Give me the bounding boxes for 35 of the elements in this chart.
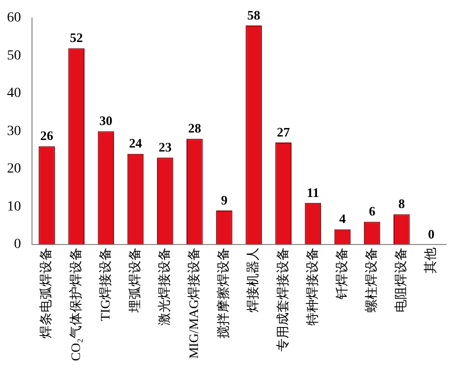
x-tick-label: 钎焊设备 [334,247,349,300]
x-tick-label: 专用成套焊接设备 [274,247,290,352]
y-tick-label: 30 [7,124,21,139]
x-tick-label: 埋弧焊设备 [126,247,142,314]
x-tick-label: MIG/MAG焊接设备 [186,247,202,359]
data-label: 27 [276,124,290,140]
data-label: 52 [70,30,83,46]
x-tick-label: 搅拌摩擦焊设备 [216,247,231,338]
x-tick-label: 激光焊接设备 [156,247,172,326]
x-tick-label: CO₂气体保护焊设备 [68,247,83,361]
data-label: 11 [306,184,320,200]
x-tick-label: TIG焊接设备 [97,247,112,322]
x-tick-label: 焊接机器人 [245,247,260,312]
x-tick-label: 其他 [422,247,438,274]
data-label: 26 [40,128,54,144]
data-label: 30 [99,113,112,128]
x-tick-label: 焊条电弧焊设备 [38,247,54,338]
data-label: 4 [339,211,346,226]
x-tick-label: 电阻焊设备 [393,247,408,312]
y-tick-label: 10 [7,199,21,214]
data-label: 23 [158,139,172,154]
data-label: 58 [247,7,261,22]
data-label: 6 [368,204,376,219]
x-tick-label: 特种焊接设备 [304,247,320,326]
y-tick-label: 0 [14,237,21,252]
data-label: 24 [129,136,142,151]
data-label: 8 [398,196,406,212]
y-tick-label: 60 [7,10,21,26]
x-tick-label: 螺柱焊设备 [363,247,378,312]
y-tick-label: 40 [7,86,21,102]
data-label: 9 [220,192,228,208]
data-label: 28 [188,120,202,136]
y-tick-label: 50 [7,48,21,64]
y-tick-label: 20 [7,162,21,177]
data-label: 0 [428,226,434,242]
